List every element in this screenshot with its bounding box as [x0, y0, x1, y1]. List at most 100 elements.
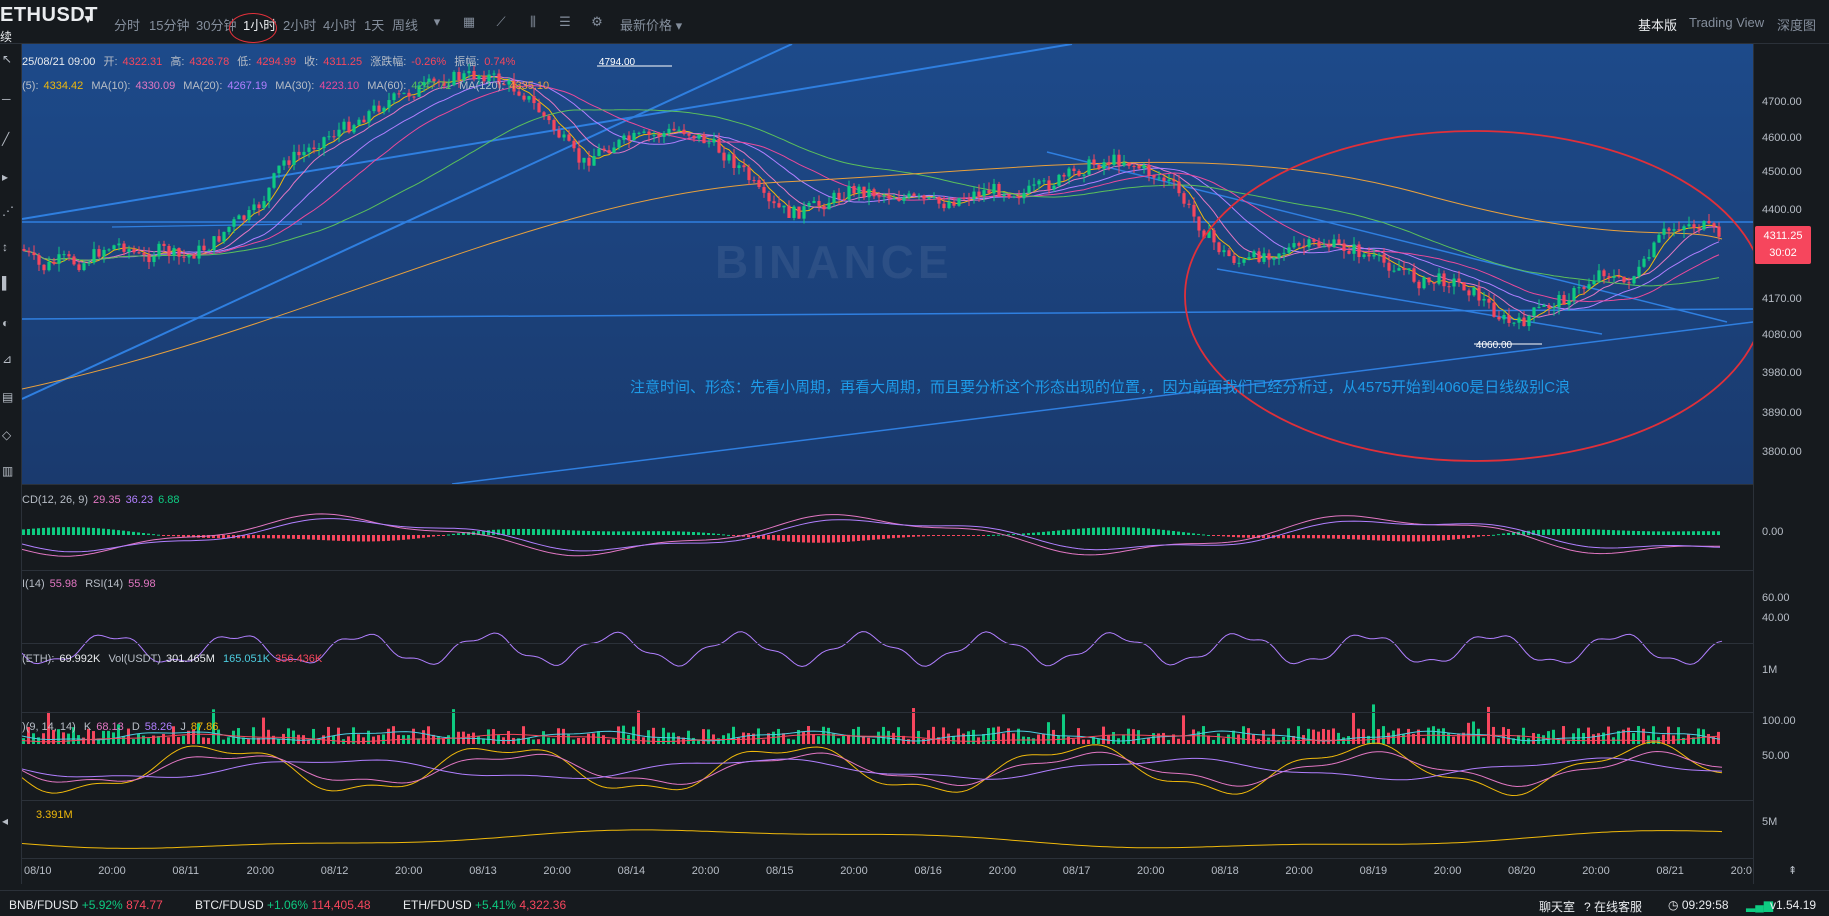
ticker-change: +5.41% — [475, 898, 517, 912]
macd-label: CD(12, 26, 9) — [22, 494, 89, 506]
close-label: 收: — [304, 56, 319, 68]
ray-tool-icon[interactable]: ▸ — [2, 170, 9, 184]
time-label: 08/10 — [24, 865, 52, 877]
time-label: 08/20 — [1508, 865, 1536, 877]
vol-ma1: 165.051K — [223, 653, 271, 665]
last-price-tag: 4311.25 30:02 — [1755, 226, 1811, 264]
macd-dif: 29.35 — [93, 494, 121, 506]
ohlc-date: 25/08/21 09:00 — [22, 56, 96, 68]
extra-axis-label: 5M — [1762, 816, 1778, 828]
price-type-select[interactable]: 最新价格 ▾ — [620, 18, 683, 33]
layout-icon[interactable]: ☰ — [559, 14, 571, 29]
high-label: 高: — [170, 56, 185, 68]
support-link[interactable]: ? 在线客服 — [1584, 898, 1642, 915]
rsi-value-1: 55.98 — [49, 578, 78, 590]
rsi-axis-lo: 40.00 — [1762, 612, 1790, 624]
calendar-icon[interactable]: ▦ — [462, 14, 476, 29]
tab-depth[interactable]: 深度图 — [1777, 18, 1817, 33]
price-markers: 4794.00 4060.00 — [597, 57, 1542, 351]
chat-room-link[interactable]: 聊天室 — [1539, 900, 1576, 914]
tf-week[interactable]: 周线 — [392, 18, 419, 33]
symbol-title[interactable]: ETHUSDT — [0, 4, 98, 26]
ma120-value: 4335.10 — [509, 80, 550, 92]
macd-legend: CD(12, 26, 9) 29.35 36.23 6.88 — [22, 494, 185, 506]
time-label: 08/12 — [320, 865, 349, 877]
volume-legend: (ETH): 69.992K Vol(USDT) 301.465M 165.051K… — [22, 653, 327, 665]
moving-average-lines — [22, 74, 1723, 390]
symbol-subtitle: 续 — [0, 30, 13, 44]
tf-30m[interactable]: 30分钟 — [196, 18, 237, 33]
ticker-price: 4,322.36 — [519, 898, 567, 912]
pane-divider — [22, 484, 1829, 485]
gear-icon[interactable]: ⚙ — [591, 14, 603, 29]
ticker-bnb[interactable]: BNB/FDUSD +5.92% 874.77 — [9, 898, 163, 912]
time-label: 08/19 — [1359, 865, 1388, 877]
vol-eth: 69.992K — [59, 653, 101, 665]
ohlc-legend: 25/08/21 09:00 开: 4322.31 高: 4326.78 低: 429… — [22, 53, 520, 69]
chart-canvas[interactable]: 4794.00 4060.00 — [22, 44, 1753, 884]
ma20-label: MA(20): — [183, 80, 223, 92]
fib-tool-icon[interactable]: ⋰ — [2, 204, 14, 218]
measure-tool-icon[interactable]: ↕ — [2, 240, 8, 254]
time-label: 20:00 — [543, 865, 571, 877]
top-toolbar: ETHUSDT ▼ 续 分时 15分钟 30分钟 1小时 2小时 4小时 1天 … — [0, 0, 1829, 44]
kdj-axis-lo: 50.00 — [1762, 750, 1790, 762]
tf-time[interactable]: 分时 — [114, 18, 141, 33]
ticker-change: +5.92% — [81, 898, 123, 912]
d-value: 58.26 — [144, 721, 173, 733]
rsi-pane — [22, 631, 1723, 668]
y-label: 3890.00 — [1762, 407, 1802, 419]
indicator-icon[interactable]: ⟋ — [496, 14, 506, 29]
tf-15m[interactable]: 15分钟 — [149, 18, 190, 33]
price-type-label: 最新价格 — [620, 18, 673, 33]
more-timeframes-icon[interactable]: ▾ — [433, 14, 441, 29]
extra-legend: 3.391M — [36, 809, 78, 821]
ruler-icon[interactable]: ⊿ — [2, 352, 13, 366]
time-label: 20:00 — [395, 865, 423, 877]
bar-tool-icon[interactable]: ▌ — [2, 276, 11, 290]
eraser-icon[interactable]: ◇ — [2, 428, 12, 442]
y-label: 4080.00 — [1762, 329, 1802, 341]
ma5-label: (5): — [22, 80, 39, 92]
time-label: 20:0 — [1730, 865, 1753, 877]
axis-scale-icon[interactable]: ⇞ — [1788, 865, 1798, 877]
candle-type-icon[interactable]: ⫼ — [530, 14, 536, 29]
line-tool-icon[interactable]: ─ — [2, 92, 11, 106]
extra-value: 3.391M — [36, 809, 73, 821]
ticker-btc[interactable]: BTC/FDUSD +1.06% 114,405.48 — [195, 898, 371, 912]
lock-icon[interactable]: ▤ — [2, 390, 14, 404]
collapse-icon[interactable]: ◂ — [2, 814, 9, 828]
watermark: BINANCE — [715, 236, 953, 288]
j-value: 87.86 — [190, 721, 219, 733]
open-value: 4322.31 — [122, 56, 163, 68]
candlesticks — [22, 63, 1721, 331]
tf-4h[interactable]: 4小时 — [323, 18, 357, 33]
symbol-dropdown-icon[interactable]: ▼ — [82, 12, 94, 26]
rsi-axis-hi: 60.00 — [1762, 592, 1790, 604]
k-label: K — [83, 721, 92, 733]
trend-lines — [22, 44, 1753, 485]
ma30-label: MA(30): — [275, 80, 315, 92]
price-axis[interactable]: 4700.00 4600.00 4500.00 4400.00 4170.00 … — [1753, 44, 1829, 884]
trash-icon[interactable]: ▥ — [2, 464, 14, 478]
time-label: 08/17 — [1062, 865, 1091, 877]
time-label: 08/18 — [1211, 865, 1239, 877]
tab-basic[interactable]: 基本版 — [1638, 18, 1678, 33]
ma5-value: 4334.42 — [43, 80, 84, 92]
tab-tradingview[interactable]: Trading View — [1689, 15, 1765, 30]
trend-tool-icon[interactable]: ╱ — [2, 132, 10, 146]
support-label: 在线客服 — [1594, 900, 1643, 914]
y-label: 3980.00 — [1762, 367, 1802, 379]
extra-pane — [22, 829, 1723, 849]
tf-2h[interactable]: 2小时 — [283, 18, 317, 33]
time-label: 20:00 — [988, 865, 1017, 877]
pane-divider — [22, 570, 1829, 571]
ticker-eth[interactable]: ETH/FDUSD +5.41% 4,322.36 — [403, 898, 566, 912]
tf-1d[interactable]: 1天 — [364, 18, 385, 33]
pane-divider — [22, 858, 1829, 859]
cursor-icon[interactable]: ↖ — [2, 52, 13, 66]
candle-countdown: 30:02 — [1769, 247, 1797, 259]
kdj-legend: )(9, 14, 14) K 68.13 D 58.26 J 87.86 — [22, 721, 223, 733]
pane-divider — [22, 712, 1829, 713]
magnet-icon[interactable]: ◐ — [2, 316, 10, 330]
